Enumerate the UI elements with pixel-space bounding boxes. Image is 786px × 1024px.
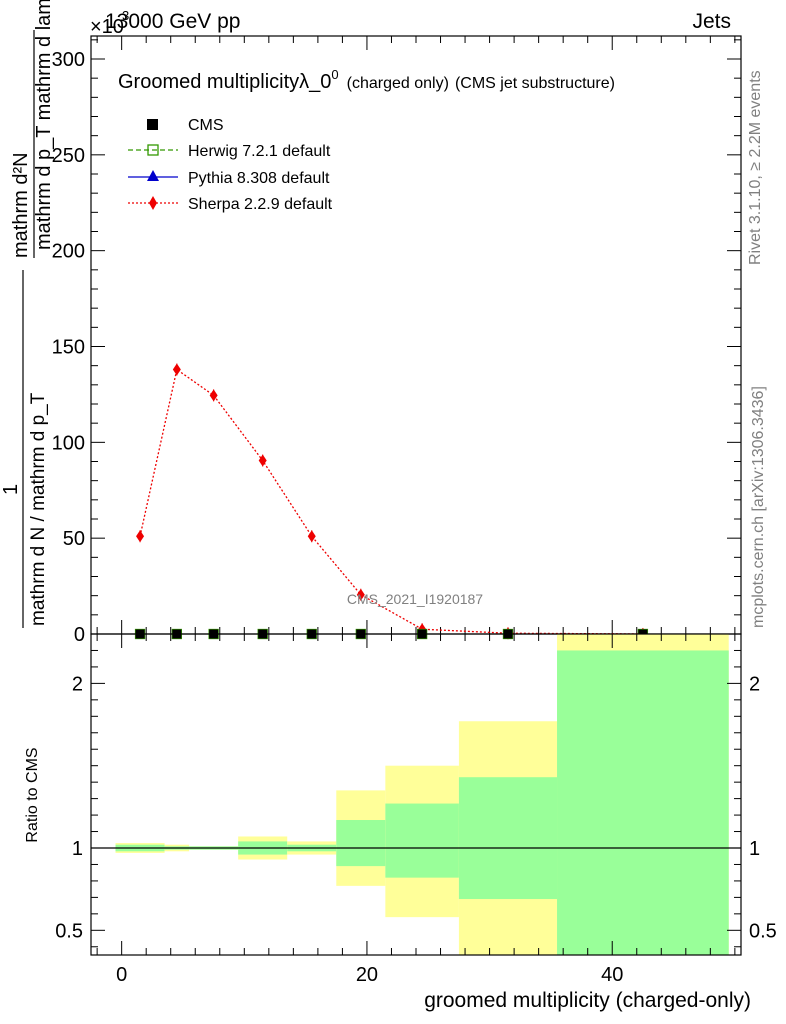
mcplots-label: mcplots.cern.ch [arXiv:1306.3436] <box>750 386 767 628</box>
ratio-band-inner <box>458 777 558 900</box>
main-ytick-label: 0 <box>74 624 85 646</box>
scale-power: 3 <box>122 8 129 23</box>
analysis-watermark: CMS_2021_I1920187 <box>347 591 483 607</box>
x-tick-label: 0 <box>116 964 127 986</box>
main-ytick-label: 100 <box>52 432 85 454</box>
main-ylabel: mathrm d²N mathrm d p_T mathrm d lambda … <box>0 0 55 628</box>
main-ytick-label: 50 <box>63 528 85 550</box>
legend-sherpa-label: Sherpa 2.2.9 default <box>188 196 333 213</box>
ratio-band-inner <box>336 820 386 867</box>
sherpa-point <box>209 389 218 402</box>
legend: CMS Herwig 7.2.1 default Pythia 8.308 de… <box>128 117 333 213</box>
sherpa-point <box>258 454 267 467</box>
sherpa-point <box>136 530 145 543</box>
ratio-band-inner <box>557 650 729 955</box>
sherpa-line <box>139 368 643 635</box>
rivet-version-label: Rivet 3.1.10, ≥ 2.2M events <box>747 70 764 265</box>
category-label: Jets <box>692 10 731 33</box>
ylabel-numerator: mathrm d²N <box>10 152 32 258</box>
legend-cms-marker <box>147 119 158 130</box>
main-ytick-label: 150 <box>52 337 85 359</box>
beam-label: 13000 GeV pp <box>105 10 240 33</box>
main-ytick-label: 300 <box>52 49 85 71</box>
svg-text:Groomed multiplicityλ_00(charg: Groomed multiplicityλ_00 (charged only) (C… <box>118 67 615 93</box>
title-small: (charged only) <box>347 75 449 92</box>
ratio-ytick-label-right: 0.5 <box>749 920 777 942</box>
ylabel-prefix: 1 <box>0 484 22 495</box>
ratio-ytick-label-right: 2 <box>749 673 760 695</box>
ratio-ytick-label-right: 1 <box>749 838 760 860</box>
ratio-band-inner <box>385 803 459 878</box>
scale-exponent: ×10 3 <box>90 8 129 38</box>
plot-title: Groomed multiplicityλ_00 (charged only) (C… <box>118 67 615 93</box>
main-ytick-label: 250 <box>52 145 85 167</box>
legend-cms-label: CMS <box>188 117 224 134</box>
title-tail: (CMS jet substructure) <box>455 75 615 92</box>
ylabel-denominator: mathrm d p_T mathrm d lambda <box>33 0 55 250</box>
x-axis-label: groomed multiplicity (charged-only) <box>424 989 751 1012</box>
legend-herwig-label: Herwig 7.2.1 default <box>188 143 331 160</box>
sherpa-point <box>356 588 365 601</box>
title-sup: 0 <box>331 67 338 82</box>
main-ytick-label: 200 <box>52 241 85 263</box>
ylabel-prefix-denominator: mathrm d N / mathrm d p_T <box>28 392 49 626</box>
ratio-ytick-label: 1 <box>72 838 83 860</box>
scale-base: ×10 <box>90 16 124 38</box>
legend-sherpa-marker <box>149 196 157 210</box>
legend-herwig-marker <box>147 144 159 156</box>
ratio-panel: 0 20 40 0.5 0.5 1 1 2 2 <box>55 633 777 986</box>
sherpa-point <box>307 530 316 543</box>
sherpa-point <box>172 363 181 376</box>
x-tick-label: 20 <box>356 964 378 986</box>
ratio-ytick-label: 2 <box>72 673 83 695</box>
legend-pythia-label: Pythia 8.308 default <box>188 170 330 187</box>
ratio-ylabel: Ratio to CMS <box>24 747 41 842</box>
legend-pythia-marker <box>147 170 159 181</box>
title-main: Groomed multiplicityλ_0 <box>118 71 331 93</box>
ratio-ytick-label: 0.5 <box>55 920 83 942</box>
x-tick-label: 40 <box>601 964 623 986</box>
